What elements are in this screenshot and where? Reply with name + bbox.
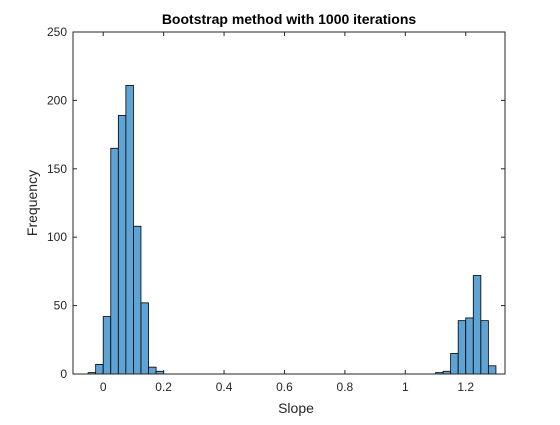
- y-tick-label: 100: [47, 230, 67, 244]
- x-tick-label: 0.6: [276, 380, 293, 394]
- histogram-bar: [458, 321, 466, 374]
- histogram-bar: [473, 276, 481, 374]
- chart-title: Bootstrap method with 1000 iterations: [162, 11, 417, 27]
- y-axis-label: Frequency: [24, 170, 40, 236]
- histogram-bar: [451, 353, 459, 374]
- y-tick-label: 0: [60, 367, 67, 381]
- histogram-bars: [88, 85, 496, 374]
- y-tick-label: 250: [47, 25, 67, 39]
- x-tick-label: 0: [100, 380, 107, 394]
- y-tick-label: 200: [47, 93, 67, 107]
- x-axis-label: Slope: [278, 400, 314, 416]
- histogram-bar: [149, 367, 157, 374]
- histogram-bar: [96, 364, 104, 374]
- x-tick-label: 0.4: [216, 380, 233, 394]
- x-tick-label: 1: [402, 380, 409, 394]
- histogram-bar: [488, 366, 496, 374]
- histogram-bar: [141, 303, 149, 374]
- histogram-bar: [466, 318, 474, 374]
- y-tick-label: 50: [54, 299, 68, 313]
- x-axis-ticks: 0 0.2 0.4 0.6 0.8 1 1.2: [100, 32, 475, 394]
- histogram-bar: [111, 148, 119, 374]
- y-tick-label: 150: [47, 162, 67, 176]
- histogram-bar: [133, 226, 141, 374]
- x-tick-label: 0.8: [337, 380, 354, 394]
- x-tick-label: 0.2: [155, 380, 172, 394]
- histogram-bar: [481, 321, 489, 374]
- histogram-bar: [126, 85, 134, 374]
- x-tick-label: 1.2: [457, 380, 474, 394]
- histogram-bar: [103, 317, 111, 374]
- histogram-bar: [118, 115, 126, 374]
